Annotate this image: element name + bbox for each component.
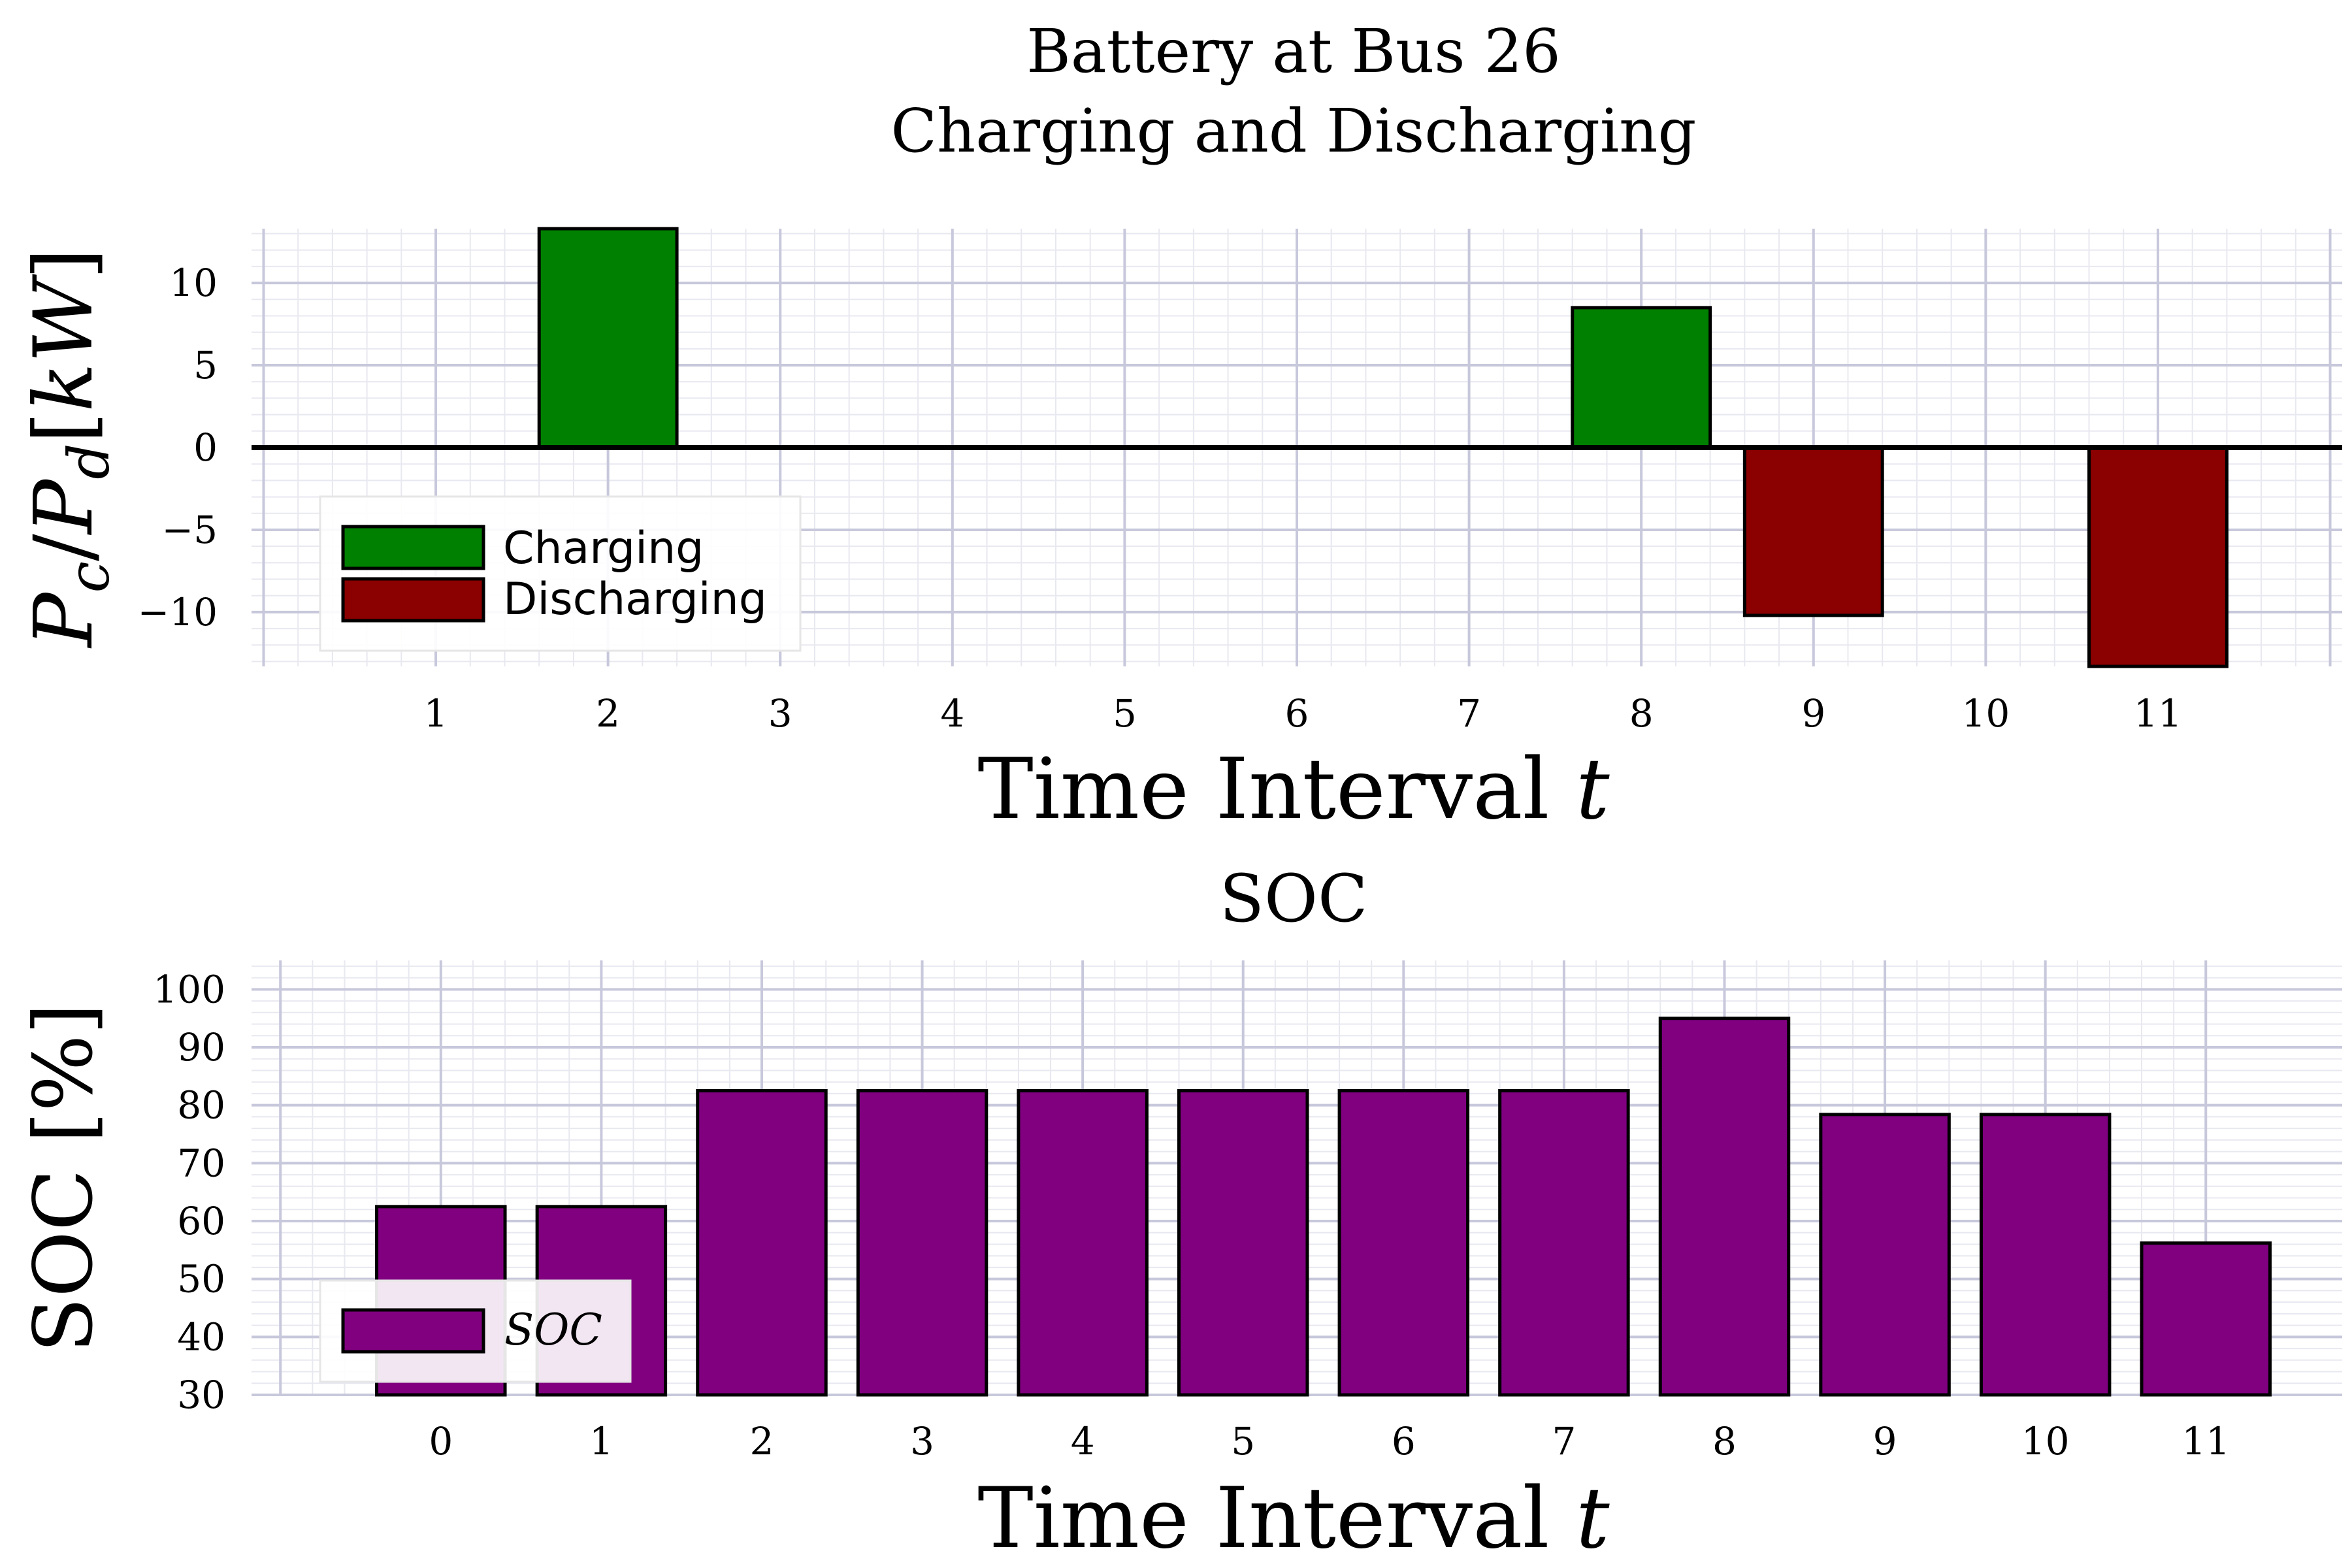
x-tick-label: 7 (1457, 691, 1481, 736)
x-tick-label: 11 (2181, 1419, 2230, 1463)
x-tick-label: 6 (1285, 691, 1309, 736)
x-tick-label: 3 (768, 691, 792, 736)
discharging-bar-t9 (1742, 446, 1884, 617)
legend-swatch-soc (341, 1308, 485, 1354)
x-tick-label: 2 (750, 1419, 774, 1463)
soc-chart-title: SOC (1219, 860, 1367, 937)
figure-title-line1: Battery at Bus 26 (1026, 16, 1561, 86)
y-tick-label: 0 (193, 425, 218, 470)
x-tick-label: 8 (1629, 691, 1654, 736)
discharging-bar-t11 (2087, 446, 2229, 668)
legend-box (319, 495, 802, 652)
x-tick-label: 4 (1071, 1419, 1095, 1463)
x-tick-label: 5 (1113, 691, 1137, 736)
soc-bar-t7 (1498, 1089, 1630, 1397)
y-axis-label: Pc/Pd[kW] (17, 248, 122, 648)
soc-bar-t10 (1979, 1113, 2112, 1397)
y-tick-label: 5 (193, 343, 218, 387)
legend-swatch-discharging (341, 577, 485, 623)
x-tick-label: 5 (1231, 1419, 1255, 1463)
soc-bar-t6 (1337, 1089, 1470, 1397)
y-tick-label: 10 (169, 261, 218, 305)
y-tick-label: 60 (177, 1199, 225, 1243)
x-tick-label: 10 (1961, 691, 2010, 736)
charging-bar-t8 (1571, 306, 1712, 449)
x-tick-label: 2 (596, 691, 620, 736)
x-axis-label: Time Interval t (977, 1470, 1610, 1567)
x-tick-label: 6 (1392, 1419, 1416, 1463)
power-chart: −10 −5 0 5 10 1 2 3 4 5 6 7 8 9 10 11 Time Interval t Pc/… (17, 227, 2342, 838)
soc-bar-t4 (1017, 1089, 1149, 1397)
x-tick-label: 1 (589, 1419, 613, 1463)
figure-title-line2: Charging and Discharging (891, 96, 1697, 166)
y-tick-label: 70 (177, 1141, 225, 1185)
x-tick-label: 4 (940, 691, 964, 736)
x-tick-label: 9 (1873, 1419, 1897, 1463)
soc-bar-t3 (856, 1089, 988, 1397)
soc-bar-t2 (696, 1089, 828, 1397)
x-tick-label: 7 (1552, 1419, 1576, 1463)
legend-swatch-charging (341, 525, 485, 570)
x-tick-label: 0 (429, 1419, 453, 1463)
soc-bar-t5 (1177, 1089, 1309, 1397)
soc-bar-t9 (1819, 1113, 1951, 1397)
soc-bar-t8 (1658, 1017, 1791, 1397)
x-tick-label: 8 (1712, 1419, 1737, 1463)
soc-chart: SOC 30 40 50 60 70 80 90 100 0 1 2 3 4 5 6 7 8 9 10 11 Time I… (17, 860, 2342, 1567)
y-tick-label: 80 (177, 1083, 225, 1128)
charging-bar-t2 (537, 227, 679, 449)
legend-label-discharging: Discharging (503, 574, 767, 625)
y-tick-label: 50 (177, 1257, 225, 1301)
y-tick-label: −10 (138, 590, 218, 634)
soc-bar-t11 (2140, 1241, 2272, 1397)
x-tick-label: 10 (2021, 1419, 2070, 1463)
y-tick-label: 40 (177, 1315, 225, 1359)
x-axis-label: Time Interval t (977, 741, 1610, 838)
y-axis-label: SOC [%] (17, 1003, 111, 1352)
y-tick-label: 90 (177, 1025, 225, 1070)
x-tick-label: 11 (2134, 691, 2182, 736)
soc-legend: SOC (319, 1279, 632, 1383)
x-tick-label: 1 (424, 691, 448, 736)
y-tick-label: −5 (162, 508, 218, 552)
y-tick-label: 100 (153, 967, 225, 1011)
x-tick-label: 9 (1801, 691, 1825, 736)
y-tick-label: 30 (177, 1373, 225, 1417)
legend-label-soc: SOC (504, 1305, 602, 1355)
legend-label-charging: Charging (503, 523, 704, 574)
x-tick-label: 3 (910, 1419, 934, 1463)
